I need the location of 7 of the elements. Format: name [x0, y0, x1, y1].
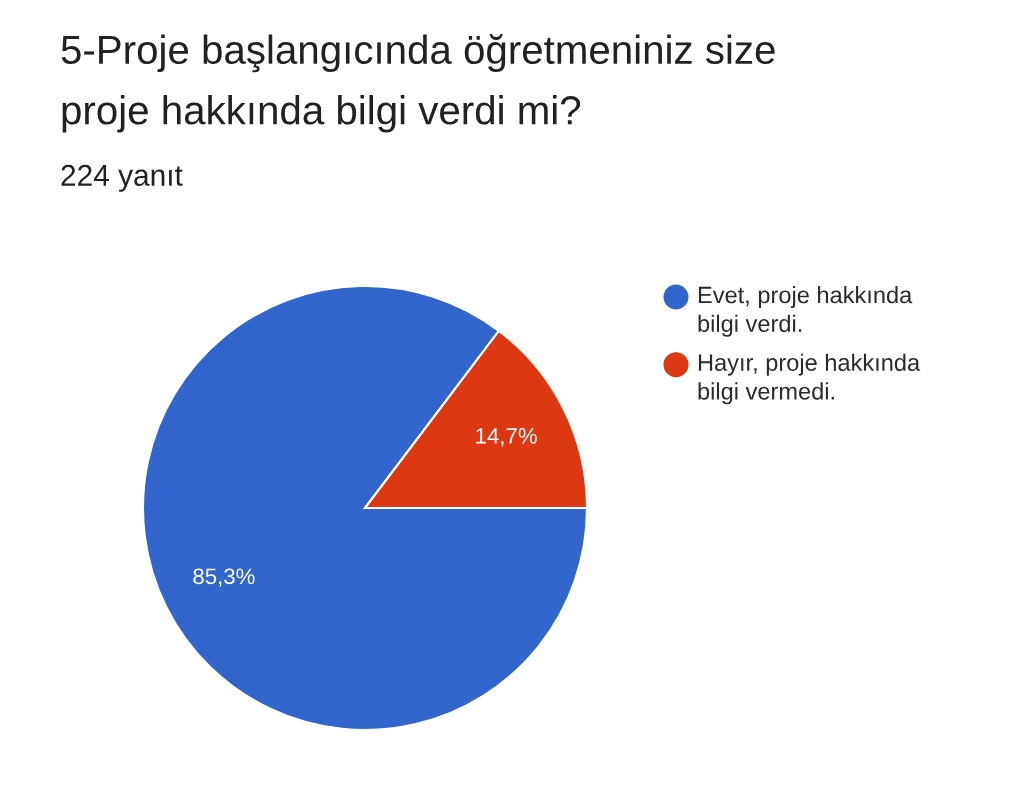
legend-label: Evet, proje hakkında bilgi verdi.	[698, 286, 913, 337]
chart-title: 5-Proje başlangıcında öğretmeniniz size proje hakkında bilgi verdi mi?	[61, 34, 775, 133]
chart-subtitle: 224 yanıt	[61, 164, 183, 192]
legend-label: Hayır, proje hakkında bilgi vermedi.	[698, 353, 921, 405]
data-label: 85,3%	[193, 568, 255, 587]
pie-slice	[141, 284, 589, 732]
data-label: 14,7%	[476, 428, 537, 447]
